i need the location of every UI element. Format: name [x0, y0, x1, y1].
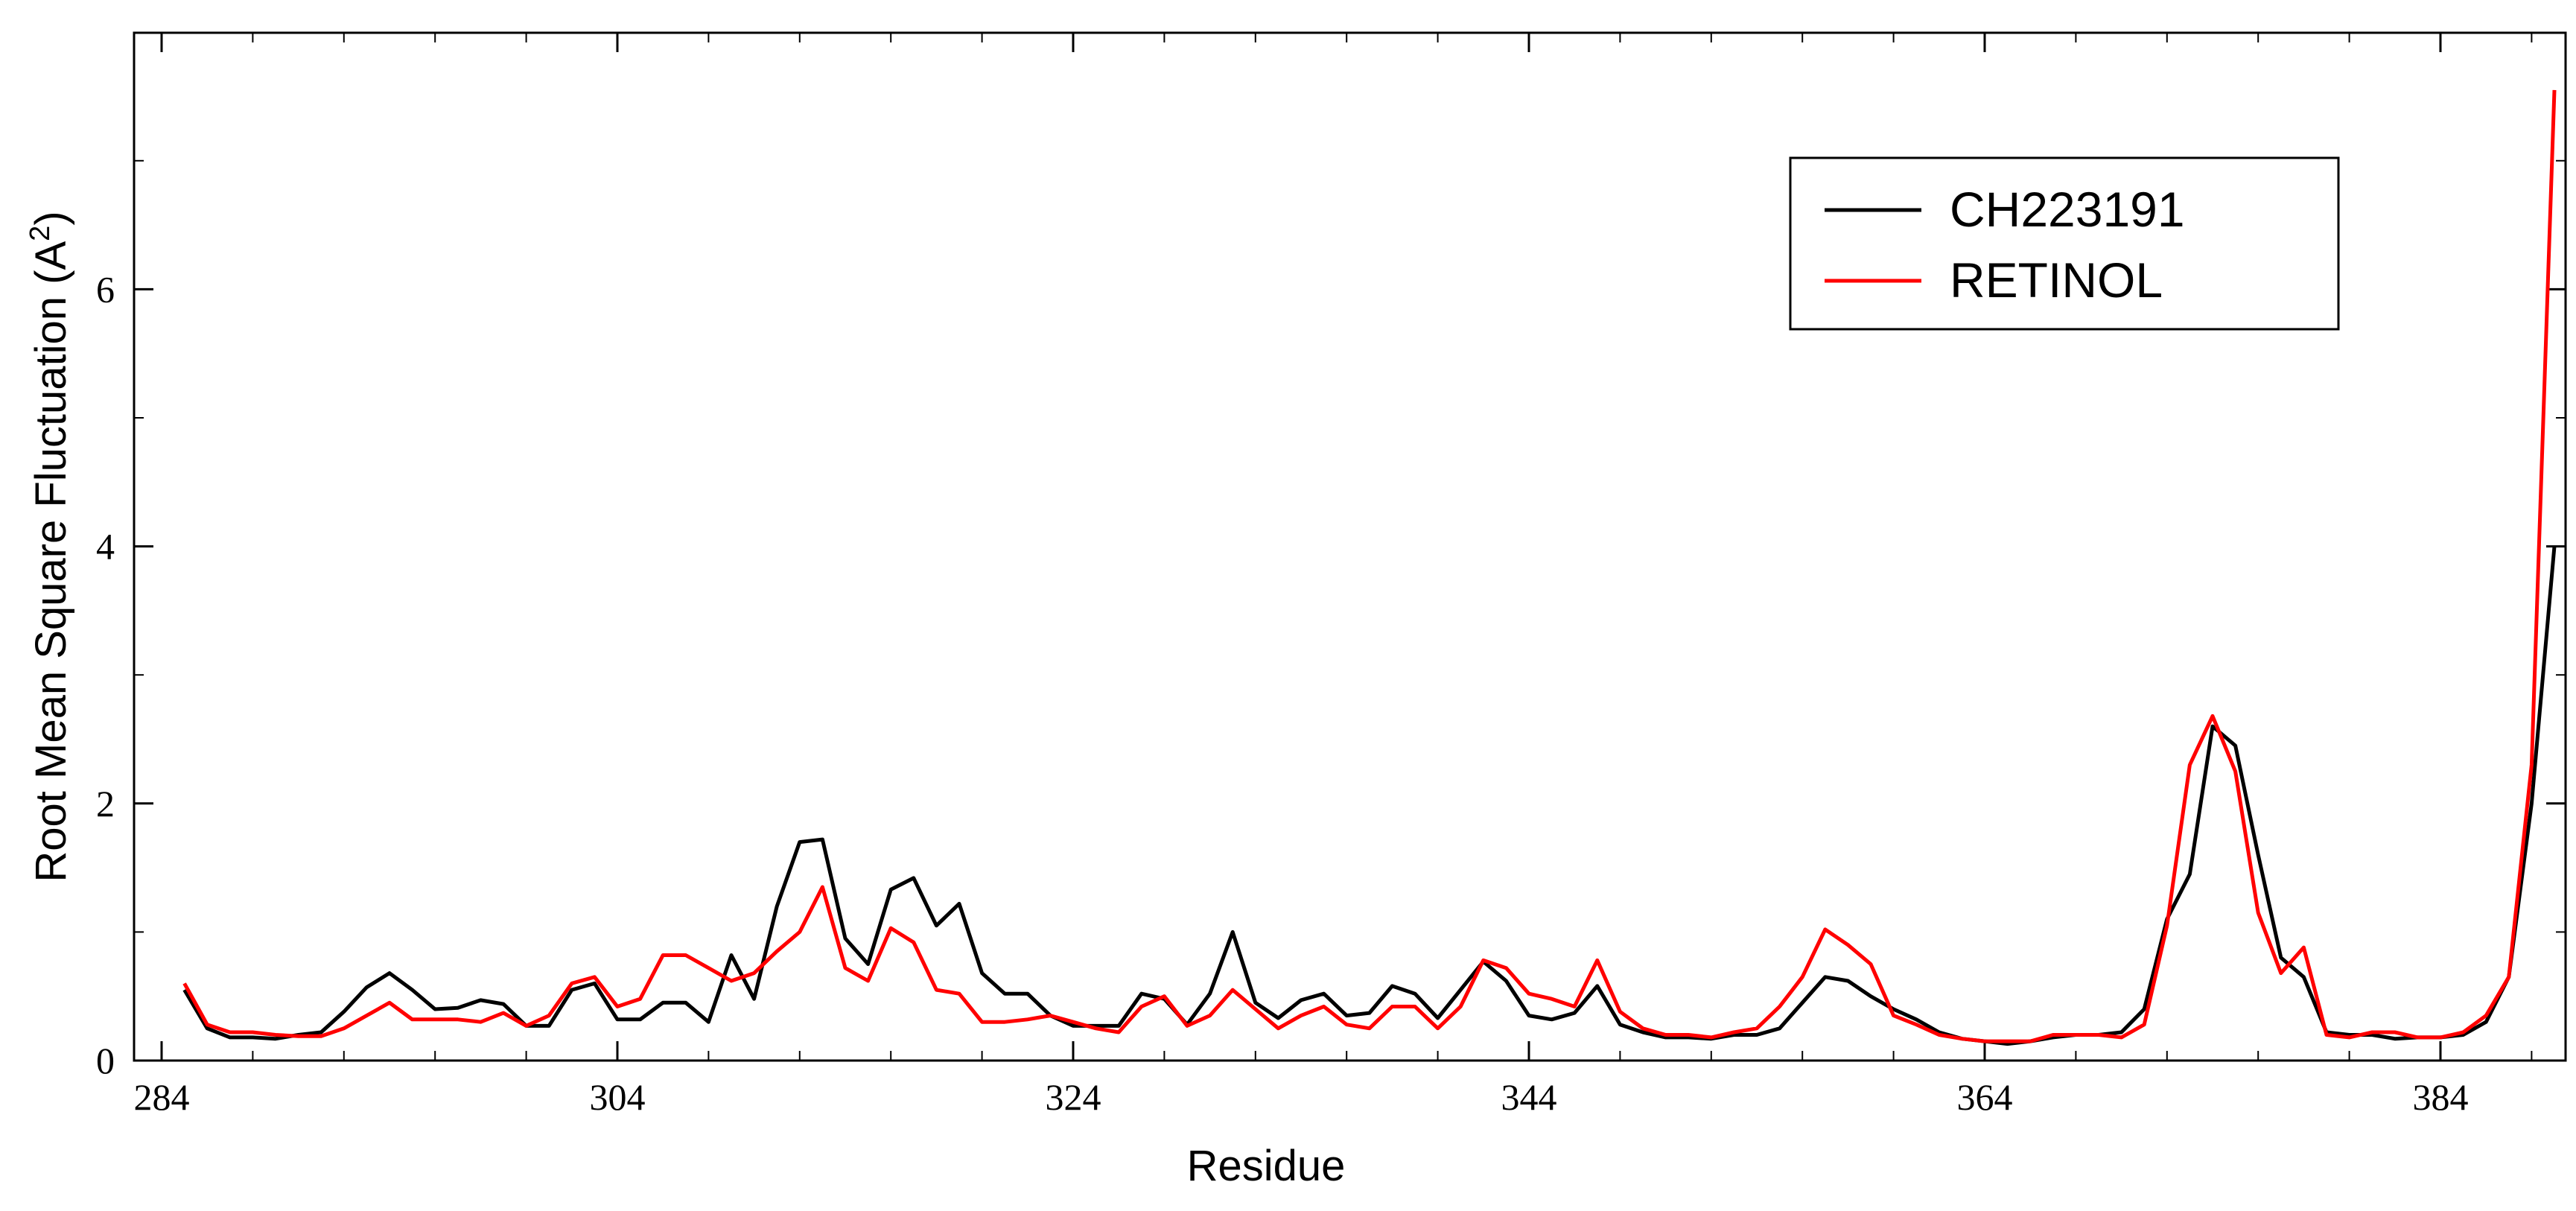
- axis-ticks: [134, 33, 2566, 1062]
- y-axis-title: Root Mean Square Fluctuation (A2): [25, 211, 75, 882]
- legend-label-ch223191: CH223191: [1950, 182, 2185, 237]
- legend: CH223191 RETINOL: [1789, 156, 2340, 331]
- series-line-retinol: [182, 89, 2557, 1043]
- y-axis-title-superscript: 2: [25, 226, 56, 241]
- y-tick-label: 6: [96, 268, 115, 310]
- y-axis-title-close: ): [27, 211, 75, 225]
- y-tick-label: 4: [96, 526, 115, 568]
- x-tick-label: 304: [590, 1076, 646, 1118]
- y-tick-label: 2: [96, 783, 115, 824]
- x-axis-title: Residue: [1187, 1142, 1346, 1190]
- x-tick-label: 324: [1046, 1076, 1101, 1118]
- series-lines: [182, 89, 2557, 1046]
- x-tick-label: 364: [1957, 1076, 2013, 1118]
- series-line-ch223191: [182, 546, 2557, 1046]
- x-tick-labels: 284 304 324 344 364 384: [134, 1076, 2469, 1118]
- x-tick-label: 284: [134, 1076, 190, 1118]
- y-tick-label: 0: [96, 1040, 115, 1081]
- legend-label-retinol: RETINOL: [1950, 252, 2163, 308]
- y-tick-labels: 0 2 4 6: [96, 268, 115, 1081]
- legend-box: [1789, 156, 2340, 331]
- x-tick-label: 344: [1501, 1076, 1557, 1118]
- y-axis-title-main: Root Mean Square Fluctuation (A: [27, 241, 75, 883]
- x-tick-label: 384: [2413, 1076, 2469, 1118]
